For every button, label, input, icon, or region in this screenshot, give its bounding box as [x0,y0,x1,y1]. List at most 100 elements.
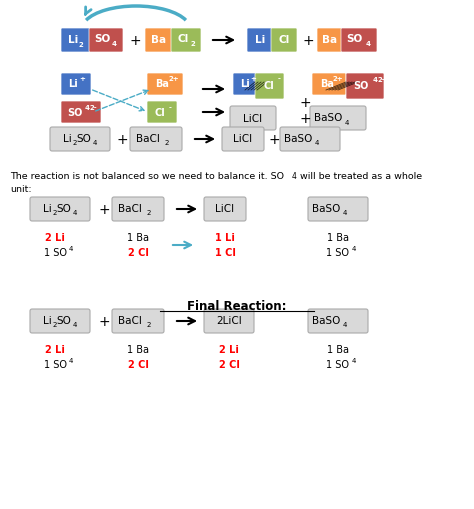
Text: SO: SO [56,316,72,325]
Text: SO: SO [56,204,72,214]
Text: Li: Li [43,204,51,214]
Text: Cl: Cl [177,34,189,44]
Text: 2+: 2+ [333,76,343,82]
Text: 4: 4 [352,245,356,251]
Text: 2 Li: 2 Li [45,233,65,242]
Text: BaSO: BaSO [284,134,312,144]
FancyBboxPatch shape [50,128,110,152]
FancyBboxPatch shape [230,107,276,131]
FancyBboxPatch shape [247,29,273,53]
Text: 2: 2 [147,321,151,327]
Text: +: + [299,96,311,110]
Text: LiCl: LiCl [233,134,253,144]
FancyBboxPatch shape [346,74,384,100]
Text: 4: 4 [292,172,297,181]
Text: BaCl: BaCl [118,204,142,214]
Text: SO: SO [77,134,91,144]
Text: Cl: Cl [264,81,274,91]
FancyBboxPatch shape [255,74,284,100]
Text: Li: Li [63,134,72,144]
FancyBboxPatch shape [112,309,164,333]
Text: 2: 2 [53,321,57,327]
FancyBboxPatch shape [61,74,91,96]
Text: 4: 4 [345,120,349,126]
Text: -: - [278,76,281,82]
FancyBboxPatch shape [61,102,101,124]
Text: +: + [79,76,85,82]
Text: 4: 4 [343,321,347,327]
Text: 4: 4 [315,140,319,146]
Text: BaSO: BaSO [314,113,342,123]
FancyBboxPatch shape [271,29,297,53]
Text: SO: SO [353,81,369,91]
Text: Li: Li [43,316,51,325]
Text: 2: 2 [191,41,195,47]
Text: +: + [129,34,141,48]
Text: 1 Ba: 1 Ba [327,233,349,242]
FancyBboxPatch shape [310,107,366,131]
Text: 1 SO: 1 SO [327,359,349,369]
FancyBboxPatch shape [130,128,182,152]
Text: SO: SO [94,34,110,44]
Text: Li: Li [255,35,265,45]
Text: 2-: 2- [377,77,385,83]
Text: Li: Li [68,35,78,45]
FancyBboxPatch shape [312,74,346,96]
Text: Ba: Ba [322,35,337,45]
Text: Cl: Cl [155,108,165,118]
Text: 2 Cl: 2 Cl [128,359,148,369]
FancyBboxPatch shape [233,74,260,96]
Text: 2 Cl: 2 Cl [128,247,148,258]
FancyBboxPatch shape [61,29,91,53]
FancyBboxPatch shape [317,29,343,53]
FancyBboxPatch shape [89,29,123,53]
Text: BaSO: BaSO [312,316,340,325]
Text: 4: 4 [73,210,77,216]
Text: 1 Ba: 1 Ba [127,344,149,354]
Text: 4: 4 [69,245,73,251]
Text: 4: 4 [365,41,371,47]
Text: will be treated as a whole: will be treated as a whole [297,172,422,181]
Text: Ba: Ba [320,79,334,89]
Text: 4: 4 [111,41,117,47]
Text: 1 SO: 1 SO [44,359,66,369]
Text: The reaction is not balanced so we need to balance it. SO: The reaction is not balanced so we need … [10,172,284,181]
FancyBboxPatch shape [280,128,340,152]
Text: 4: 4 [73,321,77,327]
Text: 2LiCl: 2LiCl [216,316,242,325]
Text: Final Reaction:: Final Reaction: [187,299,287,313]
Text: 2+: 2+ [169,76,179,82]
Text: 1 SO: 1 SO [44,247,66,258]
Text: SO: SO [346,34,362,44]
Text: Ba: Ba [151,35,166,45]
Text: +: + [302,34,314,48]
Text: +: + [268,133,280,147]
Text: +: + [98,315,110,328]
Text: Li: Li [68,79,78,89]
Text: Cl: Cl [278,35,290,45]
FancyBboxPatch shape [308,197,368,221]
FancyBboxPatch shape [147,102,177,124]
FancyBboxPatch shape [147,74,183,96]
Text: 1 Ba: 1 Ba [127,233,149,242]
FancyBboxPatch shape [30,309,90,333]
Text: 2 Li: 2 Li [219,344,239,354]
FancyBboxPatch shape [204,309,254,333]
Text: 2: 2 [53,210,57,216]
FancyBboxPatch shape [171,29,201,53]
Text: LiCl: LiCl [216,204,235,214]
Text: 2: 2 [79,42,83,48]
Text: 4: 4 [84,105,90,111]
Text: 4: 4 [373,77,377,83]
Text: 1 SO: 1 SO [327,247,349,258]
Text: 4: 4 [352,357,356,363]
Text: +: + [250,76,256,82]
FancyBboxPatch shape [30,197,90,221]
Text: -: - [169,105,172,111]
Text: 4: 4 [69,357,73,363]
Text: 2 Li: 2 Li [45,344,65,354]
Text: BaCl: BaCl [136,134,160,144]
Text: 2 Cl: 2 Cl [219,359,239,369]
FancyBboxPatch shape [145,29,173,53]
Text: SO: SO [67,108,82,118]
